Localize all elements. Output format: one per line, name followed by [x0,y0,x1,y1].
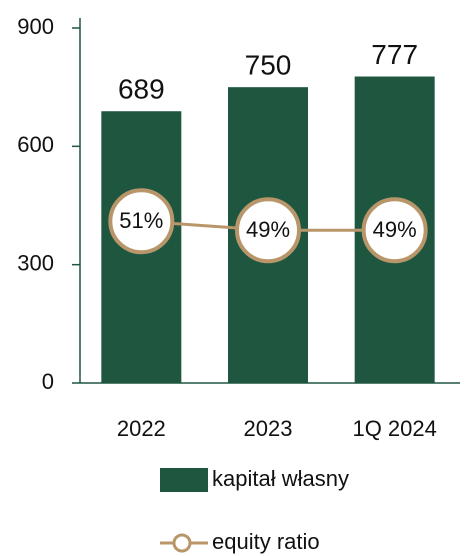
y-tick-label: 300 [17,250,54,275]
y-tick-label: 0 [42,369,54,394]
line-marker [108,188,175,255]
y-tick-label: 600 [17,132,54,157]
line-label: 51% [119,208,163,233]
bar-label: 750 [245,50,292,81]
line-marker [235,197,301,264]
line-label: 49% [373,217,417,242]
legend-swatch [160,468,208,492]
legend-marker [172,533,192,553]
x-tick-label: 1Q 2024 [352,416,436,441]
line-label: 49% [246,217,290,242]
legend-label: kapitał własny [212,466,349,491]
x-tick-label: 2023 [244,416,293,441]
bar-label: 689 [118,74,165,105]
bar-label: 777 [371,39,418,70]
y-tick-label: 900 [17,14,54,39]
legend-label: equity ratio [212,529,320,554]
x-tick-label: 2022 [117,416,166,441]
line-marker [361,197,428,264]
